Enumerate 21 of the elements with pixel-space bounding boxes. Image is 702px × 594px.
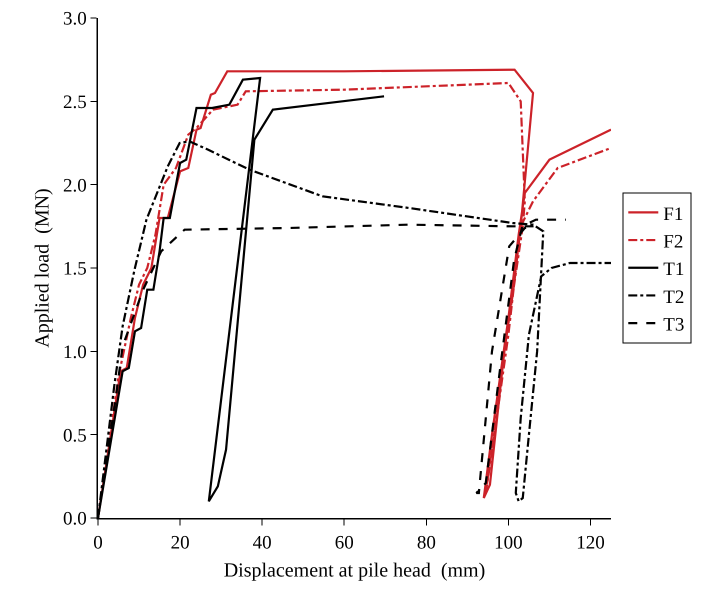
x-axis-title: Displacement at pile head (mm): [224, 560, 486, 582]
legend-label: F2: [663, 231, 684, 252]
x-tick-label: 120: [576, 532, 605, 554]
x-tick-label: 40: [252, 532, 272, 554]
legend-label: T1: [663, 259, 684, 280]
x-tick-label: 80: [416, 532, 436, 554]
y-tick-label: 1.5: [62, 258, 87, 280]
legend-label: T3: [663, 314, 684, 336]
x-tick-label: 20: [170, 532, 190, 554]
x-tick-label: 60: [334, 532, 354, 554]
y-tick-label: 2.5: [62, 92, 87, 113]
y-tick-label: 3.0: [62, 8, 87, 30]
y-tick-label: 0.5: [62, 425, 87, 446]
y-tick-label: 0.0: [62, 508, 87, 530]
x-tick-label: 0: [93, 532, 103, 554]
legend-label: F1: [663, 204, 684, 225]
y-tick-label: 2.0: [62, 175, 87, 196]
x-tick-label: 100: [494, 532, 523, 554]
y-axis-title: Applied load (MN): [32, 188, 54, 348]
legend-label: T2: [663, 286, 684, 308]
y-tick-label: 1.0: [62, 342, 87, 363]
